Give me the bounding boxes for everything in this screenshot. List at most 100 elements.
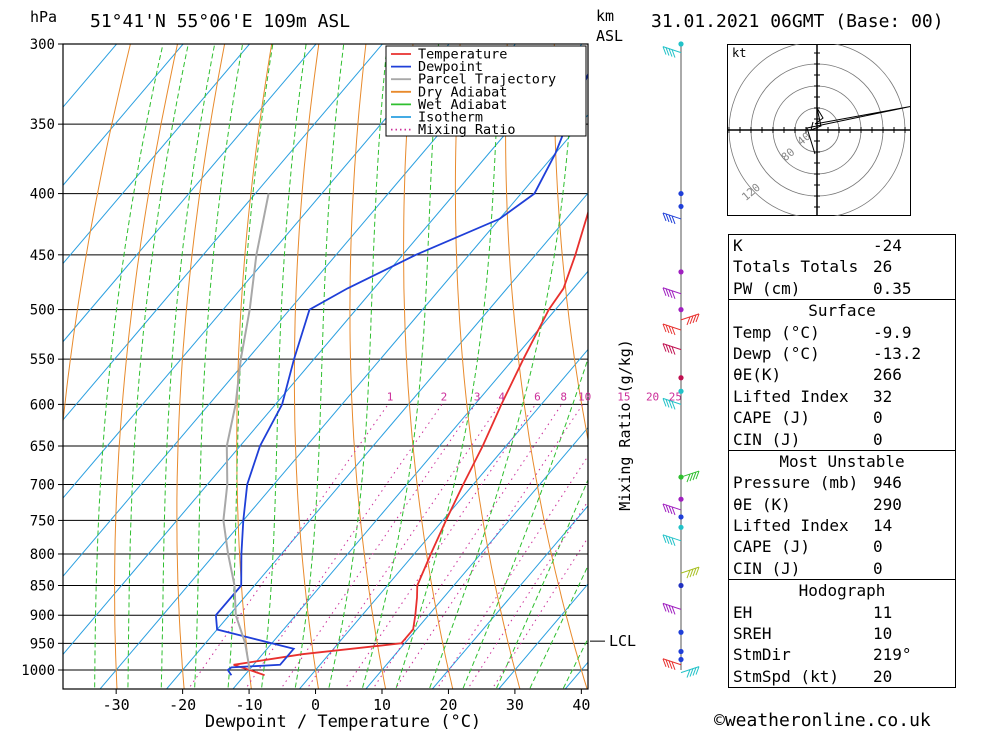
wind-barb-flag (692, 314, 697, 324)
wind-barb-flag (671, 537, 676, 546)
temperature-tick-label: -30 (103, 696, 130, 714)
wind-level-dot (678, 307, 684, 313)
index-label: PW (cm) (733, 278, 801, 298)
wind-barb-flag (665, 324, 670, 334)
wind-barb-flag (668, 505, 673, 515)
temperature-line (233, 209, 588, 677)
wind-barb-flag (695, 470, 700, 480)
isotherm-line (232, 270, 588, 689)
legend-entry: Wet Adiabat (418, 97, 507, 113)
wind-barb-flag (671, 606, 676, 615)
most-unstable-label: Lifted Index (733, 516, 849, 536)
mixing-ratio-tick-label: 15 (617, 390, 630, 403)
mixing-ratio-line (491, 536, 588, 689)
wind-barb-flag (695, 666, 700, 675)
wet-adiabat-line (294, 44, 345, 689)
dry-adiabat-line (114, 44, 179, 689)
isotherm-line (63, 44, 251, 265)
pressure-tick-label: 700 (30, 478, 55, 494)
wind-barb-flag (671, 506, 676, 516)
wet-adiabat-line (529, 564, 588, 689)
most-unstable-value: 14 (873, 516, 893, 536)
most-unstable-row: CAPE (J) 0 (729, 536, 955, 557)
dry-adiabat-line (236, 44, 273, 689)
most-unstable-value: 290 (873, 494, 902, 514)
hodograph-row: EH 11 (729, 602, 955, 623)
wind-barb-flag (665, 344, 670, 353)
wind-barb-flag (686, 316, 691, 326)
wind-level-dot (678, 269, 684, 275)
pressure-tick-label: 300 (30, 37, 55, 53)
index-value: -24 (873, 236, 902, 255)
isotherm-line (63, 44, 583, 656)
pressure-tick-label: 750 (30, 513, 55, 529)
index-label: K (733, 236, 743, 255)
isotherm-line (431, 505, 588, 689)
dry-adiabat-line (293, 44, 320, 689)
index-label: Totals Totals (733, 257, 859, 277)
wind-barb-flag (662, 603, 667, 612)
surface-row: θE(K) 266 (729, 364, 955, 385)
wind-barb-flag (689, 568, 694, 578)
wind-barb-flag (671, 326, 676, 336)
copyright-label: ©weatheronline.co.uk (714, 710, 931, 731)
mixing-ratio-line (467, 500, 588, 689)
mixing-ratio-line (394, 404, 584, 689)
dry-adiabat-line (63, 44, 131, 427)
location-title: 51°41'N 55°06'E 109m ASL (90, 11, 351, 32)
temperature-tick-label: 0 (311, 696, 320, 714)
mixing-ratio-line (344, 404, 536, 689)
hodograph-section: Hodograph EH 11 SREH 10 StmDir 219° StmSpd (kt… (729, 579, 955, 687)
surface-row: Lifted Index 32 (729, 386, 955, 407)
surface-value: -13.2 (873, 343, 922, 363)
wind-barb-flag (689, 315, 694, 325)
surface-row: CIN (J) 0 (729, 429, 955, 450)
most-unstable-title: Most Unstable (779, 451, 905, 471)
pressure-tick-label: 500 (30, 303, 55, 319)
date-title: 31.01.2021 06GMT (Base: 00) (651, 11, 944, 32)
index-value: 26 (873, 257, 893, 277)
surface-value: 0 (873, 408, 883, 428)
wet-adiabat-line (361, 44, 439, 689)
isotherm-line (63, 44, 118, 108)
wind-barb-flag (668, 660, 673, 669)
mixing-ratio-tick-label: 8 (560, 390, 567, 403)
wet-adiabat-line (328, 44, 388, 689)
wind-level-dot (678, 582, 684, 589)
wind-barb-flag (671, 215, 676, 225)
surface-label: CIN (J) (733, 429, 801, 449)
most-unstable-label: θE (K) (733, 494, 791, 514)
isotherm-line (365, 426, 588, 689)
wind-level-dot (678, 524, 684, 530)
surface-value: -9.9 (873, 322, 912, 342)
wind-barb-flag (665, 399, 670, 408)
most-unstable-label: CIN (J) (733, 558, 801, 578)
temperature-tick-label: -10 (236, 696, 263, 714)
wet-adiabat-line (194, 44, 244, 689)
pressure-tick-label: 550 (30, 352, 55, 368)
isotherm-line (63, 44, 184, 187)
wind-barb-flag (662, 343, 667, 352)
indices-table: K -24 Totals Totals 26 PW (cm) 0.35 Surface T… (728, 234, 956, 689)
surface-label: θE(K) (733, 365, 782, 385)
wind-barb-flag (668, 214, 673, 224)
wind-barb-flag (668, 605, 673, 614)
surface-section: Surface Temp (°C) -9.9 Dewp (°C) -13.2 θE(K)… (729, 299, 955, 450)
wind-barb-flag (668, 536, 673, 545)
wind-barb-flag (671, 49, 676, 58)
hodograph-value: 20 (873, 666, 893, 686)
wet-adiabat-line (428, 44, 576, 689)
surface-value: 266 (873, 365, 902, 385)
hodograph-label: EH (733, 602, 753, 622)
wet-adiabat-line (127, 44, 189, 689)
hodograph-value: 219° (873, 645, 912, 665)
pressure-tick-label: 850 (30, 578, 55, 594)
hodograph-label: SREH (733, 624, 772, 644)
index-row: K -24 (729, 235, 955, 256)
surface-row: CAPE (J) 0 (729, 407, 955, 428)
surface-value: 32 (873, 386, 893, 406)
mixing-ratio-line (372, 404, 563, 689)
wind-barb-flag (692, 567, 697, 577)
dry-adiabat-line (403, 44, 454, 689)
